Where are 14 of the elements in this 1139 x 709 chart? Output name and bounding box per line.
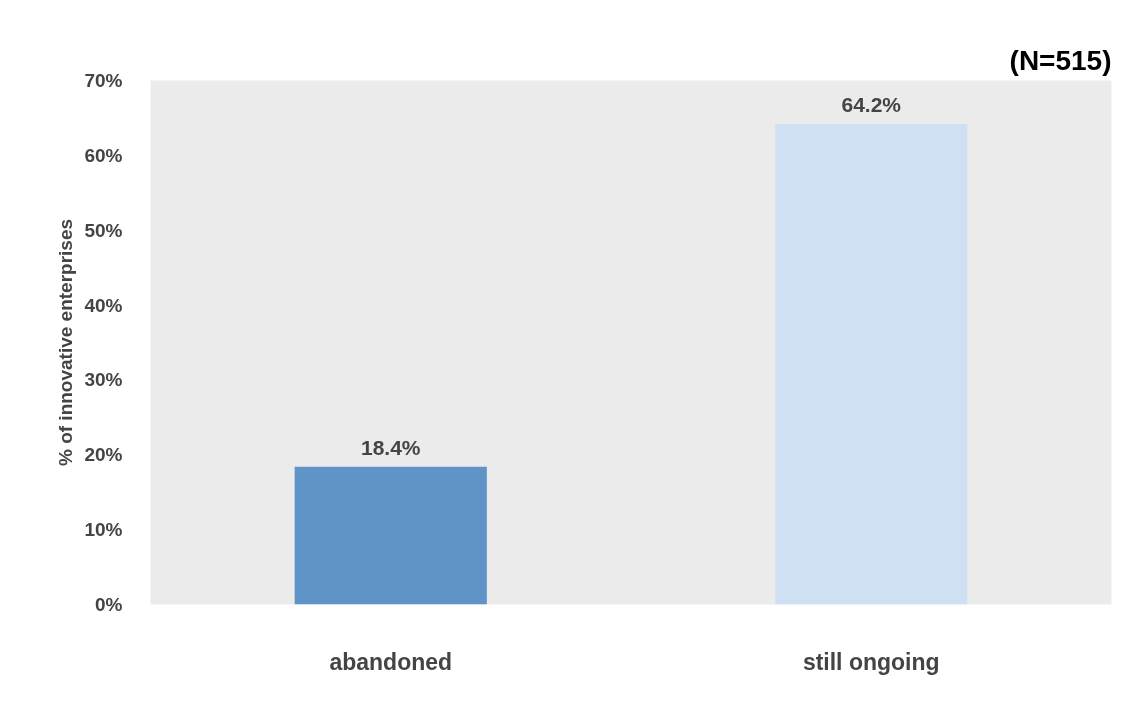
- data-label: 64.2%: [841, 92, 902, 116]
- data-label: 18.4%: [360, 435, 421, 459]
- y-tick-label: 70%: [84, 70, 123, 91]
- y-tick-label: 0%: [95, 594, 123, 615]
- x-tick-label: abandoned: [329, 648, 453, 675]
- x-tick-label: still ongoing: [802, 648, 940, 675]
- y-axis-title: % of innovative enterprises: [55, 218, 77, 467]
- y-tick-label: 30%: [84, 369, 123, 391]
- y-tick-label: 50%: [84, 219, 123, 241]
- y-tick-label: 60%: [84, 144, 123, 166]
- y-tick-label: 20%: [84, 444, 123, 466]
- text: (N=515): [1009, 44, 1112, 76]
- y-tick-label: 40%: [84, 294, 123, 316]
- y-tick-label: 10%: [84, 519, 123, 541]
